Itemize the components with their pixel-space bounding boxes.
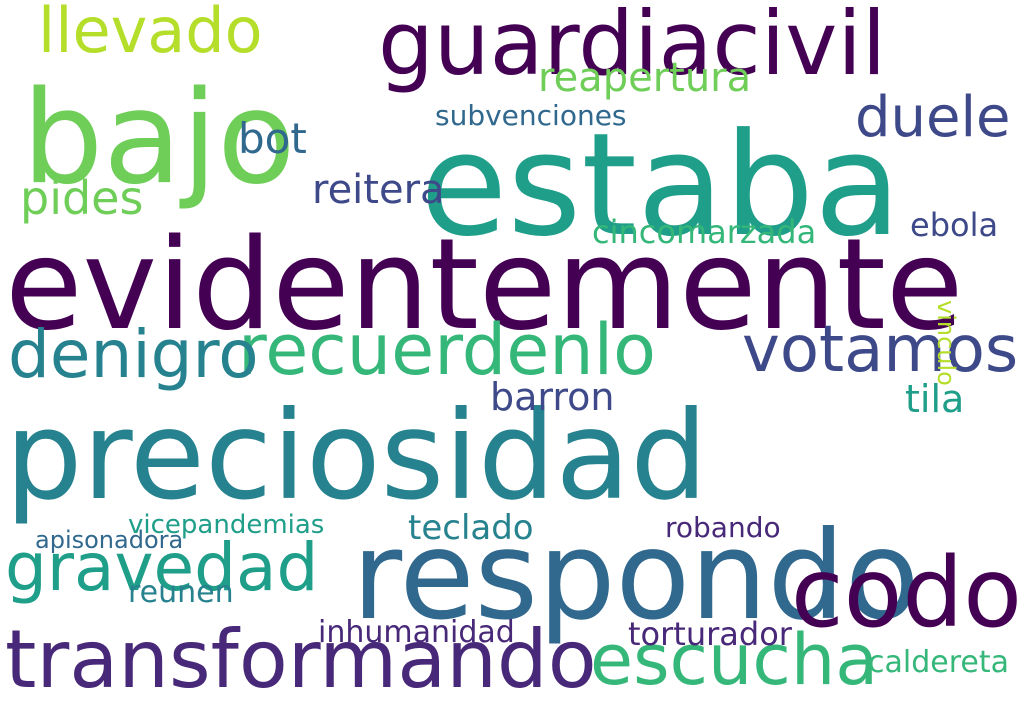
cloud-word: inhumanidad [318, 615, 515, 650]
cloud-word: recuerdenlo [238, 309, 656, 391]
cloud-word: ebola [910, 206, 999, 244]
cloud-word: gravedad [5, 529, 319, 606]
cloud-word: estaba [420, 103, 902, 268]
cloud-word: bajo [22, 64, 296, 213]
cloud-word: subvenciones [435, 99, 627, 132]
cloud-word: torturador [628, 615, 792, 653]
cloud-word: votamos [742, 313, 1019, 387]
cloud-word: reunen [128, 575, 234, 610]
cloud-word: transformando [5, 613, 597, 706]
cloud-word: preciosidad [5, 385, 708, 527]
cloud-word: barron [490, 375, 615, 419]
cloud-word: guardiacivil [378, 0, 887, 95]
cloud-word: apisonadora [35, 526, 184, 554]
cloud-word: caldereta [868, 645, 1009, 680]
cloud-word: codo [790, 537, 1022, 649]
cloud-word: robando [665, 511, 781, 544]
cloud-word: duele [855, 85, 1011, 150]
cloud-word: teclado [408, 508, 534, 548]
cloud-word: tila [905, 377, 965, 421]
cloud-word: vicepandemias [128, 510, 325, 540]
cloud-word: bot [238, 114, 307, 163]
cloud-word: reitera [312, 167, 445, 213]
cloud-word: pides [20, 171, 144, 225]
cloud-word: llevado [38, 0, 263, 67]
cloud-word: evidentemente [5, 211, 964, 358]
cloud-word: respondo [352, 505, 920, 647]
cloud-word: cincomarzada [592, 213, 817, 251]
cloud-word: escucha [590, 619, 879, 701]
cloud-word: denigro [8, 316, 259, 393]
cloud-word: vinculo [932, 300, 960, 386]
cloud-word: reapertura [538, 55, 752, 101]
